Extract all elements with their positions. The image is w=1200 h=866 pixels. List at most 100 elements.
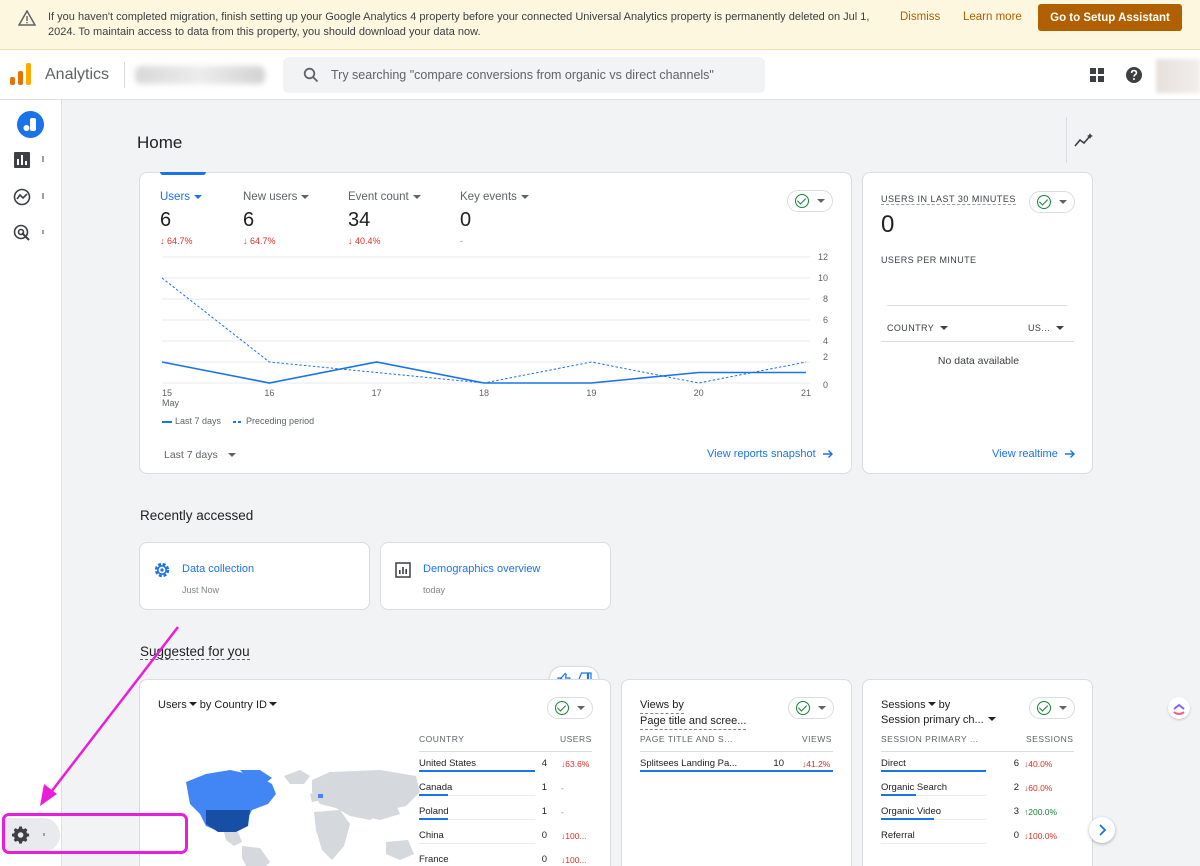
channel-column-header[interactable]: SESSION PRIMARY ... [881, 734, 979, 744]
country-column-header[interactable]: COUNTRY [419, 734, 465, 744]
account-selector[interactable] [135, 66, 265, 84]
row-value: 3 [1013, 806, 1019, 817]
sidebar-collapsed-label [43, 833, 45, 836]
row-bar-track [881, 819, 986, 820]
arrow-right-icon [822, 450, 833, 458]
country-column-header[interactable]: COUNTRY [887, 323, 949, 333]
reports-icon[interactable] [13, 151, 31, 169]
analytics-logo-icon[interactable] [10, 63, 32, 85]
table-row[interactable]: Canada 1 - [419, 782, 592, 802]
compare-status-button[interactable] [787, 190, 833, 212]
recent-item-name: Data collection [182, 563, 255, 575]
card-heading[interactable]: Users by Country ID [158, 698, 277, 713]
migration-banner: If you haven't completed migration, fini… [0, 0, 1200, 50]
users-column-header[interactable]: US... [1028, 323, 1065, 333]
admin-settings-button[interactable] [0, 818, 62, 852]
avatar[interactable] [1156, 59, 1200, 93]
metric-key-events[interactable]: Key events 0 - [460, 191, 529, 246]
table-row[interactable]: Direct 6 ↓40.0% [881, 758, 1074, 778]
legend-swatch-dashed [233, 420, 244, 423]
row-value: 0 [541, 830, 547, 841]
help-icon[interactable] [1125, 66, 1143, 84]
metric-new-users[interactable]: New users 6 ↓ 64.7% [243, 191, 310, 246]
explore-icon[interactable] [13, 188, 31, 206]
y-tick-label: 4 [823, 336, 828, 346]
compare-status-button[interactable] [547, 697, 593, 719]
sidebar-collapsed-label [42, 193, 44, 199]
compare-status-button[interactable] [788, 697, 834, 719]
recent-item-data-collection[interactable]: Data collection Just Now [139, 542, 370, 610]
advertising-icon[interactable] [13, 224, 31, 242]
view-realtime-link[interactable]: View realtime [992, 448, 1076, 460]
sidebar [0, 100, 62, 866]
table-row[interactable]: Organic Search 2 ↓60.0% [881, 782, 1074, 802]
metric-value: 6 [243, 209, 255, 231]
dismiss-button[interactable]: Dismiss [900, 11, 941, 23]
row-label: Organic Search [881, 782, 948, 793]
row-change: ↓40.0% [1024, 759, 1053, 769]
chart-legend: Last 7 days Preceding period [162, 416, 314, 426]
check-circle-icon [796, 701, 810, 715]
realtime-title: USERS IN LAST 30 MINUTES [881, 194, 1016, 205]
gear-icon [154, 562, 170, 578]
card-heading[interactable]: Views by Page title and scree... [640, 698, 747, 730]
compare-status-button[interactable] [1029, 697, 1075, 719]
metric-change: ↓ 64.7% [160, 236, 193, 246]
table-row[interactable]: Poland 1 - [419, 806, 592, 826]
x-tick-label: 15 [162, 388, 172, 398]
chevron-down-icon [1059, 200, 1067, 204]
x-tick-label: 21 [801, 388, 811, 398]
report-chart-icon [395, 562, 411, 578]
next-suggestions-button[interactable] [1089, 817, 1115, 843]
views-by-page-card: Views by Page title and scree... PAGE TI… [621, 679, 852, 866]
metric-change: - [460, 236, 463, 246]
home-icon[interactable] [17, 111, 44, 138]
sessions-by-channel-card: Sessions by Session primary ch... SESSION… [862, 679, 1093, 866]
table-row[interactable]: China 0 ↓100... [419, 830, 592, 850]
sessions-column-header[interactable]: SESSIONS [1026, 734, 1074, 744]
row-value: 4 [541, 758, 547, 769]
warning-icon [18, 10, 36, 26]
table-row[interactable]: Referral 0 ↓100.0% [881, 830, 1074, 850]
users-column-header[interactable]: USERS [560, 734, 592, 744]
recent-item-demographics[interactable]: Demographics overview today [380, 542, 611, 610]
chevron-down-icon [520, 195, 529, 199]
compare-status-button[interactable] [1029, 191, 1075, 213]
card-heading[interactable]: Sessions by Session primary ch... [881, 698, 996, 728]
table-row[interactable]: United States 4 ↓63.6% [419, 758, 592, 778]
row-label: France [419, 854, 449, 865]
row-bar [881, 794, 916, 796]
metric-users[interactable]: Users 6 ↓ 64.7% [160, 191, 203, 246]
check-circle-icon [1037, 701, 1051, 715]
views-column-header[interactable]: VIEWS [802, 734, 832, 744]
users-per-minute-label: USERS PER MINUTE [881, 255, 977, 265]
date-range-selector[interactable]: Last 7 days [164, 449, 236, 461]
legend-current: Last 7 days [162, 416, 221, 426]
chevron-down-icon [1056, 326, 1065, 330]
insights-icon[interactable] [1074, 132, 1094, 148]
metric-event-count[interactable]: Event count 34 ↓ 40.4% [348, 191, 421, 246]
row-change: ↓63.6% [561, 759, 590, 769]
setup-assistant-button[interactable]: Go to Setup Assistant [1038, 4, 1182, 31]
chevron-down-icon [268, 702, 277, 706]
table-row[interactable]: Organic Video 3 ↑200.0% [881, 806, 1074, 826]
row-value: 1 [541, 806, 547, 817]
chevron-down-icon [817, 199, 825, 203]
table-row[interactable]: Splitsees Landing Pa... 10 ↓41.2% [640, 758, 833, 778]
clickup-extension-icon[interactable] [1168, 697, 1190, 719]
row-change: - [561, 783, 564, 793]
divider [881, 751, 1074, 752]
app-name: Analytics [45, 66, 110, 83]
active-tab-indicator [160, 172, 206, 175]
search-bar[interactable]: Try searching "compare conversions from … [283, 57, 765, 93]
x-tick-label: 20 [694, 388, 704, 398]
apps-grid-icon[interactable] [1089, 67, 1105, 83]
learn-more-link[interactable]: Learn more [963, 11, 1022, 23]
metric-change: ↓ 64.7% [243, 236, 276, 246]
row-bar-track [419, 843, 535, 844]
view-reports-snapshot-link[interactable]: View reports snapshot [707, 448, 834, 460]
y-tick-label: 10 [818, 273, 828, 283]
page-title-column-header[interactable]: PAGE TITLE AND S... [640, 734, 733, 744]
table-row[interactable]: France 0 ↓100... [419, 854, 592, 866]
